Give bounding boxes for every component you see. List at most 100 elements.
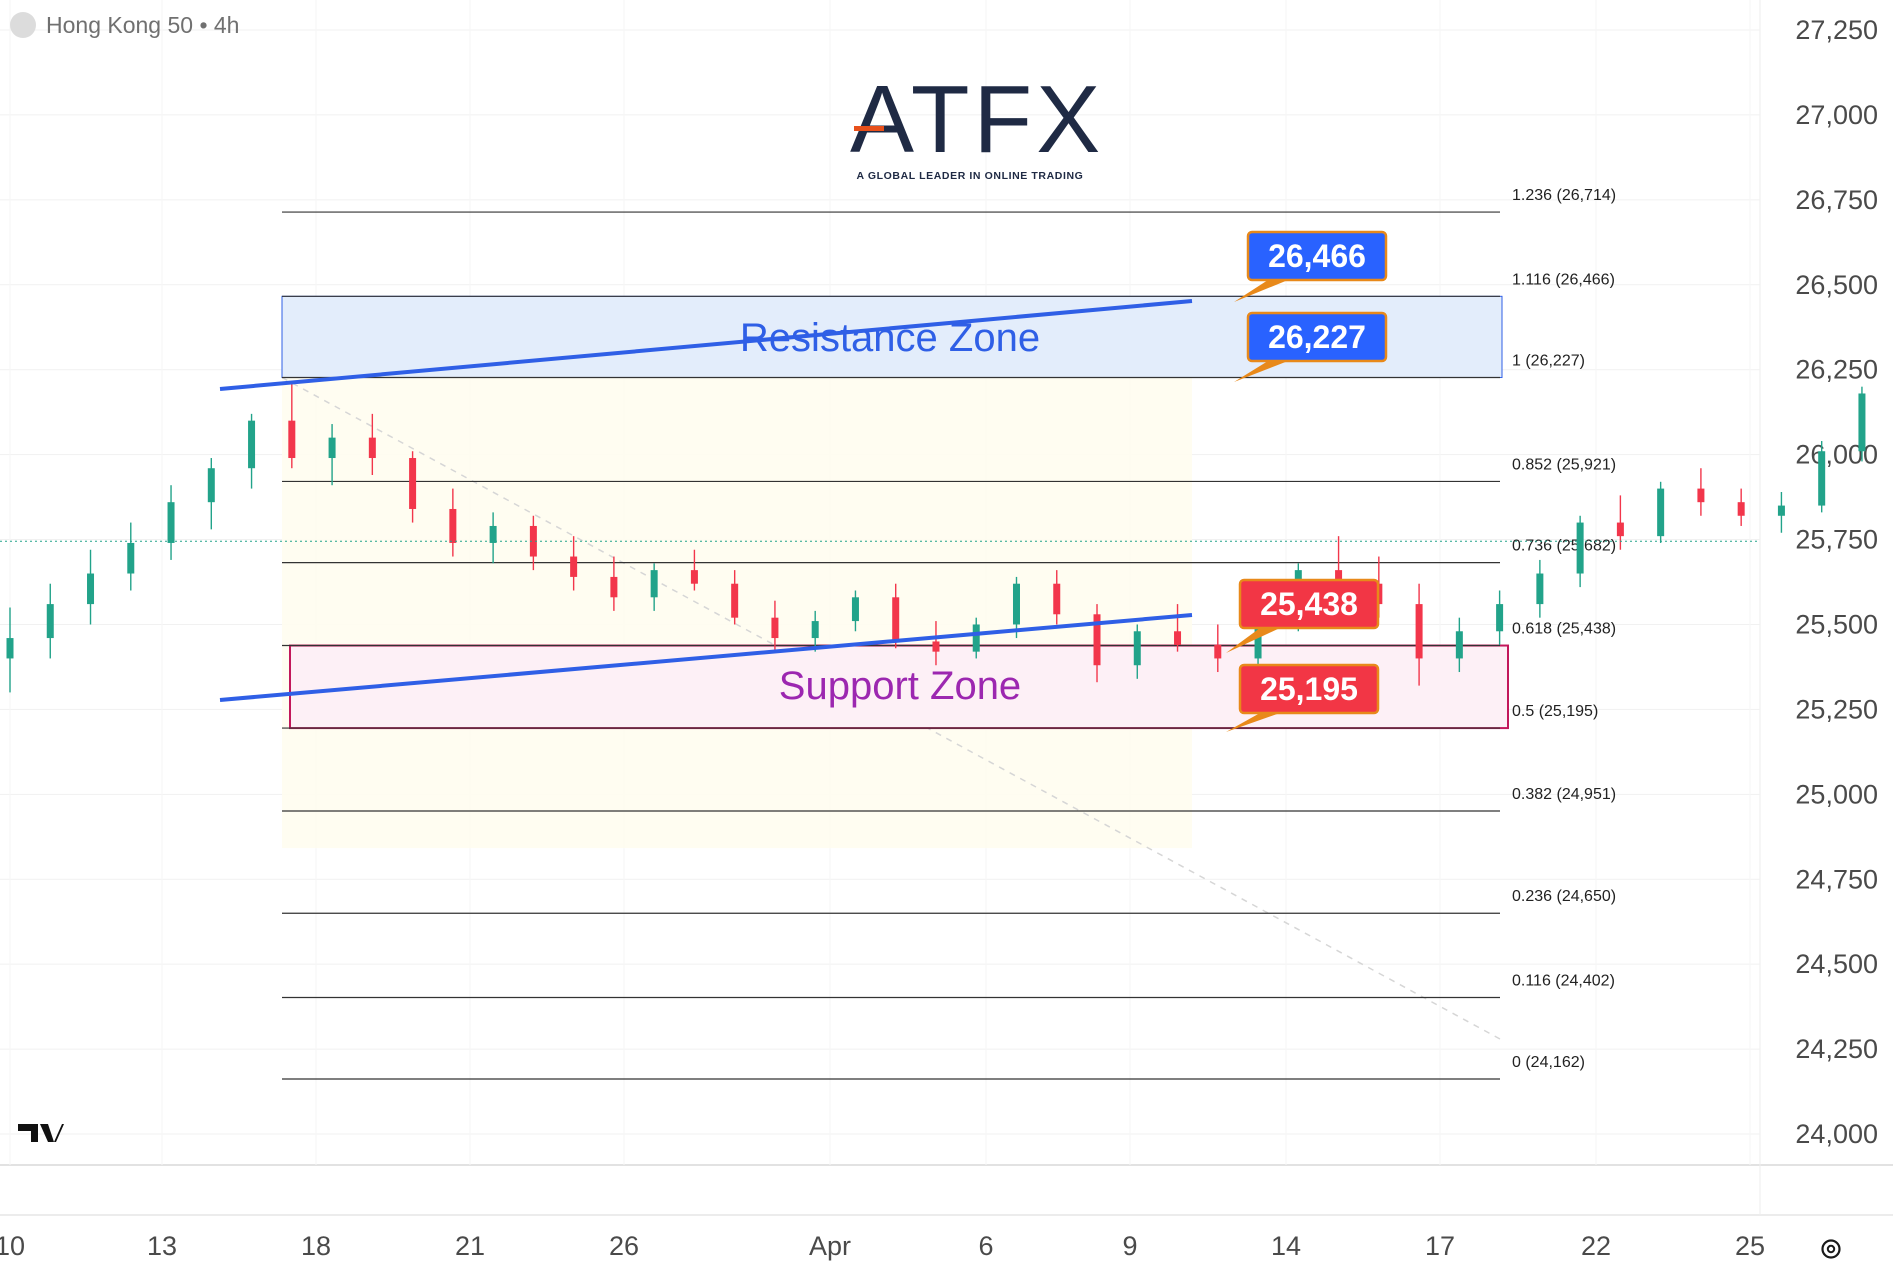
y-tick-label: 24,000 <box>1795 1119 1878 1149</box>
symbol-label[interactable]: Hong Kong 50 • 4h <box>46 11 240 38</box>
x-tick-label: 9 <box>1122 1231 1137 1261</box>
y-tick-label: 26,000 <box>1795 440 1878 470</box>
candle-body <box>811 621 819 639</box>
fib-level-label: 0.736 (25,682) <box>1512 538 1616 555</box>
settings-gear-icon[interactable] <box>1818 1236 1844 1262</box>
price-callout-box[interactable] <box>1246 230 1388 282</box>
atfx-logo: ATFX A GLOBAL LEADER IN ONLINE TRADING <box>850 66 1105 183</box>
candle-body <box>1657 488 1665 537</box>
price-callout-box[interactable] <box>1238 663 1380 715</box>
price-callout-label: 25,438 <box>1260 586 1358 622</box>
trendline-upper[interactable] <box>219 299 1193 391</box>
support-zone-label: Support Zone <box>779 664 1021 708</box>
candle-body <box>1536 573 1544 605</box>
y-tick-label: 24,500 <box>1795 949 1878 979</box>
candle-body <box>610 576 618 598</box>
candle-body <box>1818 451 1826 506</box>
fib-level-label: 0.382 (24,951) <box>1512 786 1616 803</box>
y-tick-label: 26,500 <box>1795 270 1878 300</box>
candle-body <box>892 597 900 642</box>
fib-level-label: 0.116 (24,402) <box>1512 972 1615 989</box>
candle-body <box>87 573 95 605</box>
candle-body <box>529 525 537 557</box>
callout-pointer <box>1234 361 1288 382</box>
candle-body <box>1777 505 1785 516</box>
candle-body <box>489 525 497 543</box>
candle-body <box>248 420 256 469</box>
x-tick-label: 18 <box>301 1231 331 1261</box>
fib-level-label: 0.852 (25,921) <box>1512 456 1616 473</box>
x-tick-label: 26 <box>609 1231 639 1261</box>
fib-level-label: 1.236 (26,714) <box>1512 187 1616 204</box>
candle-body <box>690 570 698 584</box>
candle-body <box>1133 631 1141 666</box>
fib-level-label: 1.116 (26,466) <box>1512 271 1615 288</box>
candle-body <box>972 624 980 652</box>
candle-body <box>570 556 578 577</box>
x-tick-label: Apr <box>809 1231 851 1261</box>
price-callout-box[interactable] <box>1246 311 1388 363</box>
price-callout-label: 25,195 <box>1260 671 1358 707</box>
y-tick-label: 26,250 <box>1795 355 1878 385</box>
fib-level-label: 1 (26,227) <box>1512 353 1585 370</box>
atfx-logo-tagline: A GLOBAL LEADER IN ONLINE TRADING <box>856 170 1084 182</box>
fib-level-label: 0.236 (24,650) <box>1512 888 1616 905</box>
candle-body <box>1335 570 1343 584</box>
atfx-logo-word: ATFX <box>850 66 1105 173</box>
candle-body <box>207 468 215 503</box>
candle-body <box>1858 393 1866 452</box>
callout-pointer <box>1226 713 1280 732</box>
candle-body <box>771 617 779 639</box>
candle-body <box>731 583 739 618</box>
candle-body <box>1415 604 1423 659</box>
x-tick-label: 25 <box>1735 1231 1765 1261</box>
candle-body <box>167 502 175 543</box>
price-callout-label: 26,466 <box>1268 238 1366 274</box>
fib-level-label: 0.618 (25,438) <box>1512 621 1616 638</box>
candle-body <box>328 437 336 459</box>
x-tick-label: 22 <box>1581 1231 1611 1261</box>
callout-pointer <box>1226 628 1280 653</box>
candle-body <box>851 597 859 622</box>
candle-body <box>409 458 417 509</box>
candle-body <box>1012 583 1020 625</box>
price-callout-label: 26,227 <box>1268 319 1366 355</box>
candle-body <box>1616 522 1624 537</box>
x-tick-label: 13 <box>147 1231 177 1261</box>
candle-body <box>1576 522 1584 574</box>
candle-body <box>368 437 376 459</box>
candle-body <box>1174 631 1182 645</box>
candle-body <box>932 641 940 652</box>
candle-body <box>1214 644 1222 659</box>
fib-trend-line <box>281 376 1501 1040</box>
candle-body <box>449 508 457 543</box>
candle-body <box>1496 604 1504 632</box>
tradingview-logo-icon[interactable] <box>18 1124 64 1142</box>
y-tick-label: 24,250 <box>1795 1034 1878 1064</box>
y-tick-label: 27,000 <box>1795 100 1878 130</box>
y-tick-label: 25,250 <box>1795 694 1878 724</box>
x-tick-label: 17 <box>1425 1231 1455 1261</box>
y-tick-label: 24,750 <box>1795 864 1878 894</box>
candle-body <box>1697 488 1705 503</box>
price-callout-box[interactable] <box>1238 578 1380 630</box>
candle-body <box>1737 502 1745 516</box>
y-tick-label: 26,750 <box>1795 185 1878 215</box>
atfx-logo-accent <box>854 126 884 131</box>
candle-body <box>650 570 658 598</box>
symbol-status-icon <box>10 12 36 38</box>
y-tick-label: 25,750 <box>1795 525 1878 555</box>
trendline-lower[interactable] <box>219 613 1193 702</box>
y-tick-label: 25,500 <box>1795 609 1878 639</box>
fib-level-label: 0.5 (25,195) <box>1512 703 1598 720</box>
x-tick-label: 21 <box>455 1231 485 1261</box>
x-tick-label: 6 <box>978 1231 993 1261</box>
candle-body <box>288 420 296 459</box>
y-tick-label: 25,000 <box>1795 779 1878 809</box>
y-tick-label: 27,250 <box>1795 15 1878 45</box>
candle-body <box>1455 631 1463 659</box>
callout-pointer <box>1234 280 1288 302</box>
x-tick-label: 10 <box>0 1231 25 1261</box>
fib-level-label: 0 (24,162) <box>1512 1054 1585 1071</box>
